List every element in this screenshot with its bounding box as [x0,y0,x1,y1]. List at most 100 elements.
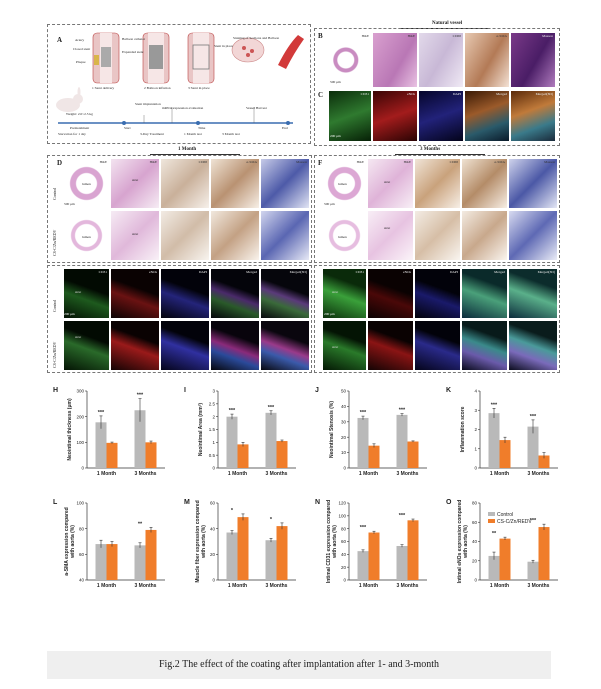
chart-I-ytick-label-3: 1.5 [209,427,216,432]
panel-g-control-merged-3d: Merged(3D) [508,268,558,319]
panel-g-col-5: Merged(3D) [537,270,555,274]
chart-H-xtick-1: 3 Months [135,471,157,477]
one-month-underline [150,154,240,155]
staining-label: Staining of Sections and Balloon [233,36,280,40]
panel-b-label-2: H&E [407,34,415,38]
chart-J-xtick-0: 1 Month [359,471,378,477]
panel-a-frame [47,24,311,144]
panel-e-control-merged-3d: Merged(3D) [260,268,310,319]
chart-J-ytick-label-3: 30 [341,419,347,424]
panel-d-control-he: H&E [110,158,160,209]
panel-d-scale: 500 μm [64,202,75,206]
chart-K-ytick-label-1: 1 [474,446,477,451]
panel-f-lumen-2: lumen [338,235,347,239]
chart-H-ytick-label-1: 100 [76,440,84,445]
three-months-underline [395,154,485,155]
chart-H-letter: H [53,387,58,394]
chart-M-letter: M [184,499,190,506]
panel-e-treated-merged [210,320,260,371]
panel-e-col-3: DAPI [198,270,207,274]
chart-M-bar-treated-1 [276,526,288,580]
panel-letter-f: F [318,159,323,167]
chart-M-ytick-label-3: 60 [210,501,216,506]
chart-K: K 0 1 2 3 4 Inflammation score *** 1 Month *** 3 M… [446,387,558,477]
chart-L-bar-control-0 [95,544,107,580]
panel-b-cd68: CD68 [418,32,464,88]
chart-I-sig-1: *** [268,405,275,411]
panel-a-schematic [56,32,304,125]
panel-g-treated-cd31 [322,320,367,371]
chart-I-bar-control-1 [265,412,277,468]
legend-treated-swatch [488,519,495,523]
panel-e-treated-enos [110,320,160,371]
stent-step-2 [142,32,170,84]
label-plaque: Plaque [76,60,86,64]
rabbit-icon [56,87,83,112]
timeline-1month: 1 Month test [184,132,202,136]
panel-letter-d: D [57,159,63,167]
panel-f-treated-masson [508,210,558,261]
panel-f-control-he: H&E [367,158,414,209]
panel-d-treated-masson [260,210,310,261]
chart-H-sig-1: *** [137,393,144,399]
panel-f-frame [314,155,560,263]
panel-c-merged: Merged [464,90,510,142]
timeline-start: Start [124,126,131,130]
chart-K-bar-control-1 [527,426,539,468]
panel-g-scale: 200 μm [324,312,335,316]
chart-I-ytick-label-4: 2 [212,414,215,419]
chart-M-ytick-label-0: 0 [212,578,215,583]
chart-N-ytick-label-0: 0 [343,578,346,583]
chart-K-bar-control-0 [488,413,500,468]
panel-f-treated-he-overview [322,210,367,261]
panel-c-merged-3d: Merged(3D) [510,90,556,142]
panel-d-control-asma: α-SMA [210,158,260,209]
chart-O-sig-0: ** [492,531,497,537]
panel-e-row-control: Control [52,299,57,312]
panel-e-control-dapi: DAPI [160,268,210,319]
panel-c-label-3: DAPI [452,92,461,96]
panel-c-enos: eNOs [372,90,418,142]
panel-d-treated-asma [210,210,260,261]
panel-d-col-2: H&E [149,160,157,164]
panel-f-control-cd68: CD68 [414,158,461,209]
chart-K-sig-1: *** [530,414,537,420]
chart-J-ytick-label-1: 10 [341,450,347,455]
caption-box: Fig.2 The effect of the coating after im… [47,651,551,679]
chart-N-xtick-1: 3 Months [397,583,419,589]
panel-f-col-4: α-SMA [494,160,505,164]
panel-e-strut-2: strut [75,335,82,339]
chart-L-ytick-label-1: 60 [79,552,85,557]
panel-f-lumen-1: lumen [338,182,347,186]
chart-N-bar-control-0 [357,551,369,580]
chart-N-bar-control-1 [396,545,408,580]
panel-e-control-merged: Merged [210,268,260,319]
panel-f-control-masson: Masson [508,158,558,209]
timeline-3day: 3-Day Treatment [140,132,164,136]
chart-N-ytick-label-4: 80 [341,526,347,531]
label-artery: Artery [75,38,85,42]
chart-L-bar-control-1 [134,545,146,580]
chart-L-xtick-0: 1 Month [97,583,116,589]
panel-b-he: H&E [372,32,418,88]
panel-d-treated-he [110,210,160,261]
chart-L-bar-treated-1 [145,529,157,580]
chart-N-ytick-label-2: 40 [341,552,347,557]
chart-J-letter: J [315,387,319,394]
panel-b-label-4: α-SMA [496,34,507,38]
chart-J-xtick-1: 3 Months [397,471,419,477]
chart-I-ylabel: Neointimal Area (mm²) [198,403,204,456]
panel-f-control-he-overview: H&E [322,158,367,209]
chart-L-sig-1: ** [138,521,143,527]
chart-N-ytick-label-6: 120 [338,501,346,506]
label-stent-in-place: Stent in place [214,44,234,48]
chart-H-bar-control-0 [95,422,107,468]
chart-H-sig-0: *** [98,410,105,416]
panel-g-col-2: eNOs [403,270,411,274]
timeline-mrna: mRNA expression evaluation [162,106,204,110]
panel-f-control-asma: α-SMA [461,158,508,209]
panel-g-strut-2: strut [332,345,339,349]
chart-I: I 0 0.5 1 1.5 2 2.5 3 Neointimal Area (mm²) *** 1 … [184,387,296,477]
chart-J-bar-treated-0 [368,445,380,468]
